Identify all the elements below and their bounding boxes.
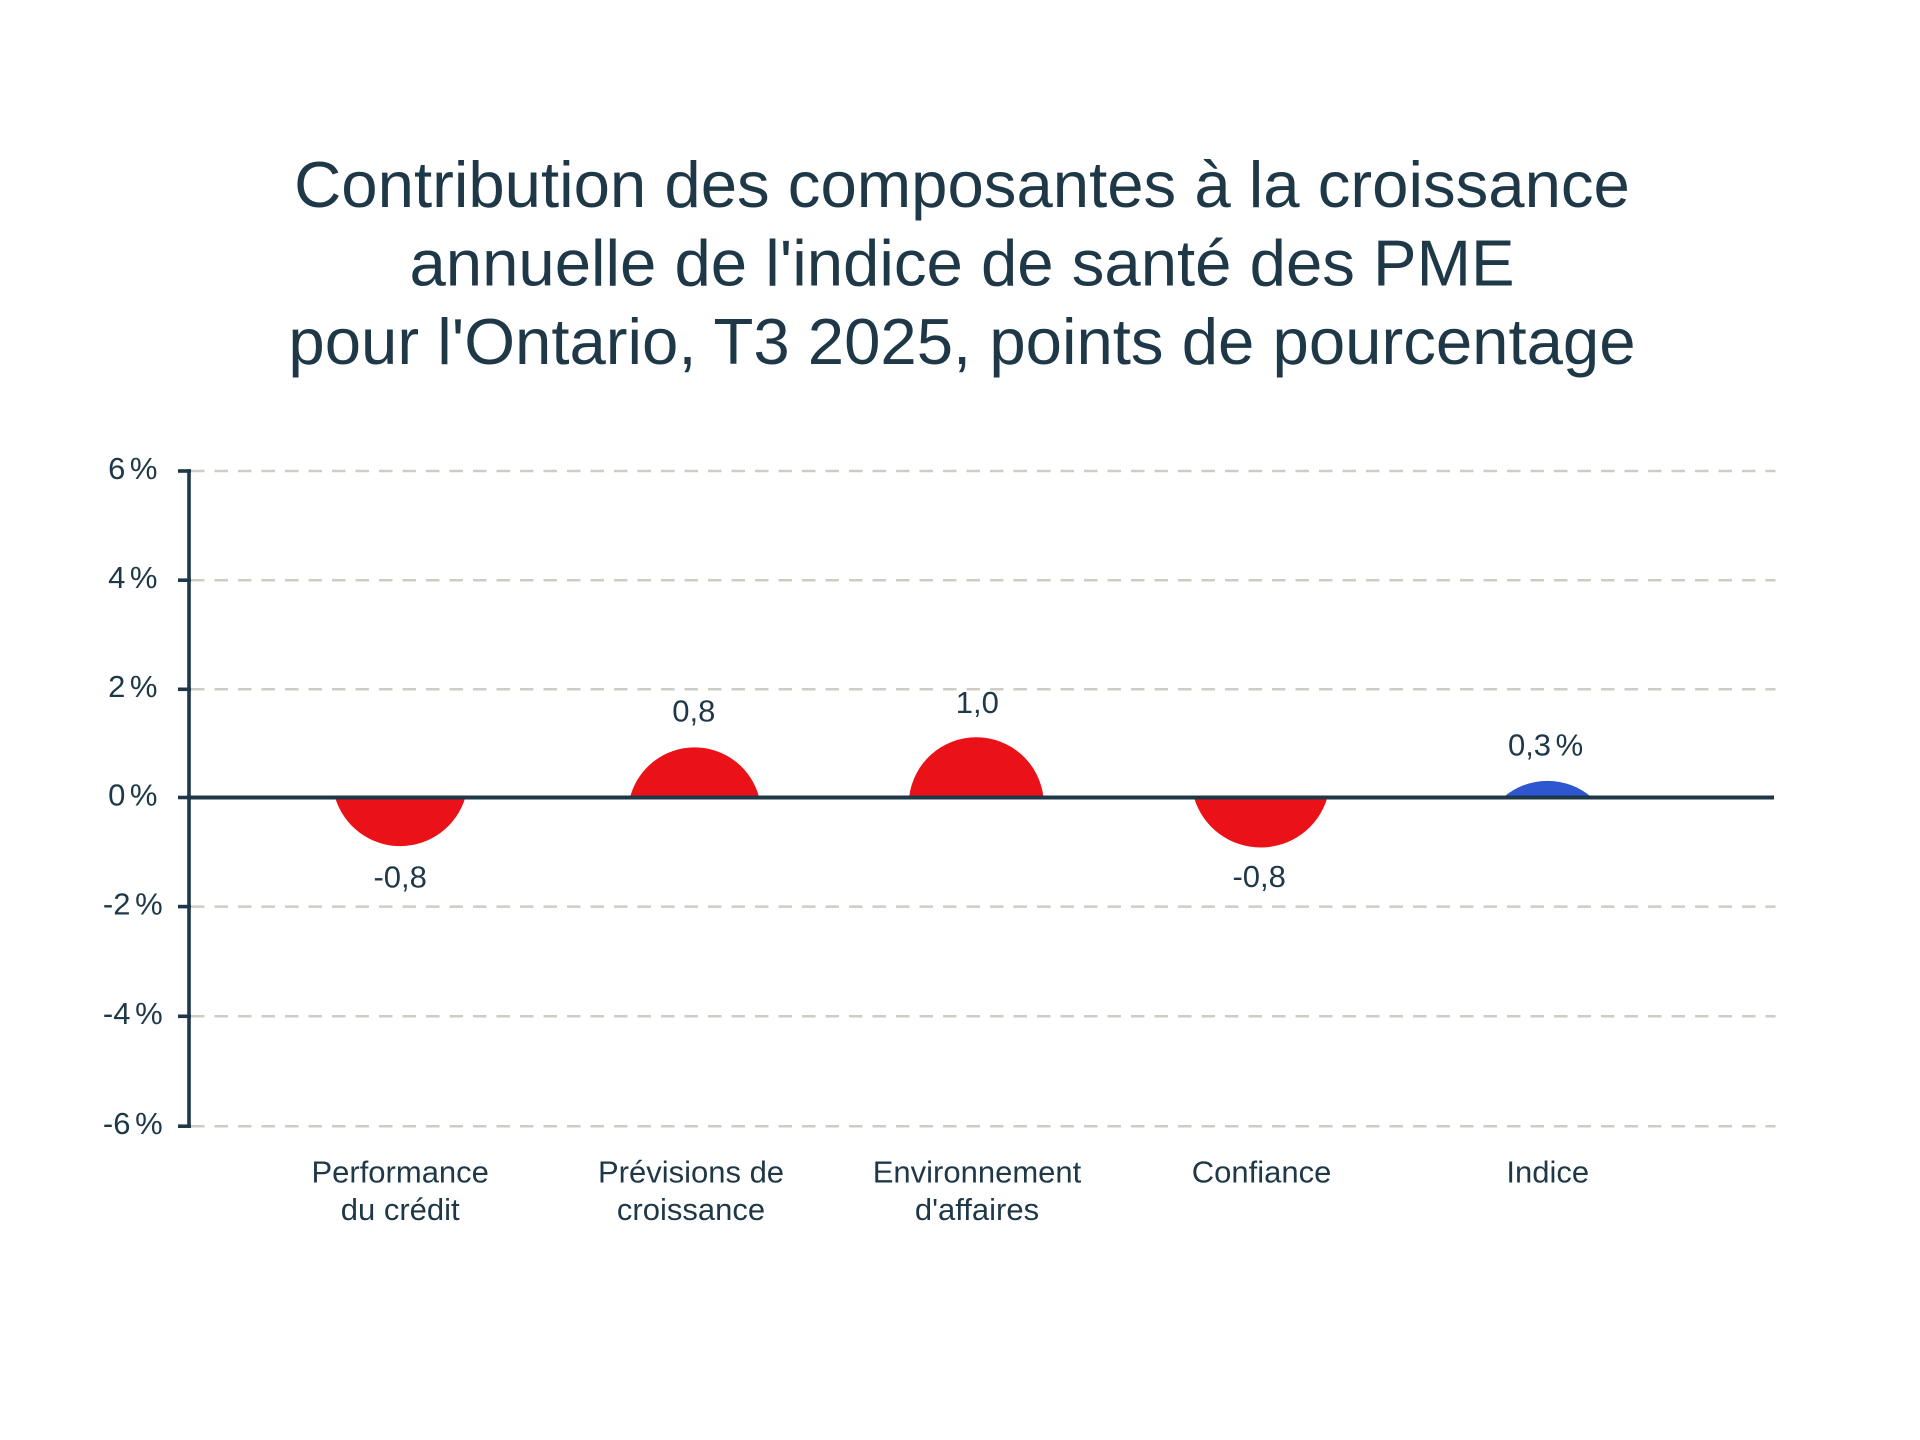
svg-text:Prévisions de: Prévisions de xyxy=(598,1155,784,1190)
svg-text:d'affaires: d'affaires xyxy=(915,1192,1039,1227)
svg-text:du crédit: du crédit xyxy=(341,1192,460,1227)
svg-text:Indice: Indice xyxy=(1506,1155,1589,1190)
svg-text:Contribution des composantes à: Contribution des composantes à la croiss… xyxy=(294,148,1630,221)
svg-text:-0,8: -0,8 xyxy=(373,860,426,895)
svg-text:annuelle de l'indice de santé: annuelle de l'indice de santé des PME xyxy=(409,227,1514,300)
svg-text:0%: 0% xyxy=(108,777,157,812)
svg-text:Performance: Performance xyxy=(311,1155,488,1190)
svg-text:2%: 2% xyxy=(108,669,157,704)
svg-text:croissance: croissance xyxy=(617,1192,765,1227)
svg-text:-0,8: -0,8 xyxy=(1232,859,1285,894)
svg-text:0,8: 0,8 xyxy=(672,694,715,729)
svg-text:0,3%: 0,3% xyxy=(1508,728,1583,763)
svg-text:4%: 4% xyxy=(108,560,157,595)
svg-text:6%: 6% xyxy=(108,451,157,486)
svg-text:Environnement: Environnement xyxy=(873,1155,1082,1190)
svg-text:Confiance: Confiance xyxy=(1192,1155,1332,1190)
svg-text:1,0: 1,0 xyxy=(956,685,999,720)
svg-text:pour l'Ontario, T3 2025, point: pour l'Ontario, T3 2025, points de pourc… xyxy=(288,305,1635,378)
